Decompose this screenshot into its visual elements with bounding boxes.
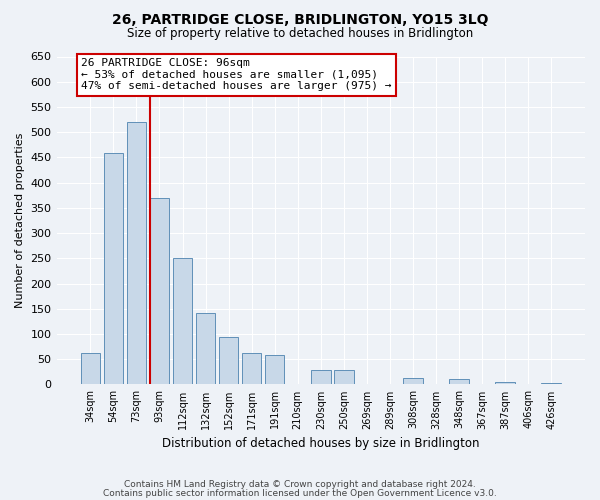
- Text: Size of property relative to detached houses in Bridlington: Size of property relative to detached ho…: [127, 28, 473, 40]
- Bar: [449, 380, 469, 384]
- Bar: [265, 355, 284, 384]
- Bar: [127, 122, 146, 384]
- Bar: [104, 154, 123, 384]
- Text: 26, PARTRIDGE CLOSE, BRIDLINGTON, YO15 3LQ: 26, PARTRIDGE CLOSE, BRIDLINGTON, YO15 3…: [112, 12, 488, 26]
- X-axis label: Distribution of detached houses by size in Bridlington: Distribution of detached houses by size …: [162, 437, 479, 450]
- Bar: [149, 198, 169, 384]
- Bar: [80, 352, 100, 384]
- Bar: [496, 382, 515, 384]
- Bar: [311, 370, 331, 384]
- Bar: [196, 313, 215, 384]
- Text: 26 PARTRIDGE CLOSE: 96sqm
← 53% of detached houses are smaller (1,095)
47% of se: 26 PARTRIDGE CLOSE: 96sqm ← 53% of detac…: [81, 58, 392, 91]
- Text: Contains public sector information licensed under the Open Government Licence v3: Contains public sector information licen…: [103, 488, 497, 498]
- Text: Contains HM Land Registry data © Crown copyright and database right 2024.: Contains HM Land Registry data © Crown c…: [124, 480, 476, 489]
- Bar: [403, 378, 423, 384]
- Bar: [242, 353, 262, 384]
- Bar: [173, 258, 193, 384]
- Bar: [541, 383, 561, 384]
- Y-axis label: Number of detached properties: Number of detached properties: [15, 133, 25, 308]
- Bar: [334, 370, 353, 384]
- Bar: [219, 336, 238, 384]
